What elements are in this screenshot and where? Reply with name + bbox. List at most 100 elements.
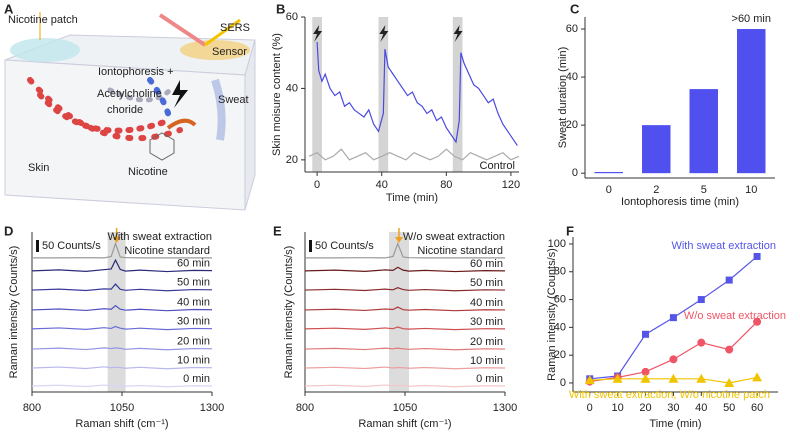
panel-letter: E [273, 223, 282, 238]
x-tick-label: 1300 [493, 402, 517, 414]
arrow [166, 118, 197, 130]
stim-window [452, 17, 463, 172]
label: Acetylcholine [97, 88, 162, 100]
x-tick-label: 10 [745, 184, 757, 196]
y-axis-title: Raman intensity (Counts/s) [8, 246, 20, 379]
marker [668, 373, 679, 383]
chart-title: W/o sweat extraction [403, 231, 505, 243]
patch [10, 38, 80, 62]
bar [737, 29, 766, 174]
series-label: 30 min [177, 316, 210, 328]
line [304, 347, 506, 351]
line [304, 306, 506, 312]
y-axis-title: Raman intensity (Counts/s) [546, 248, 558, 381]
series-label: 50 min [470, 277, 503, 289]
skin-front [4, 59, 246, 211]
line [31, 347, 213, 351]
series-label: 60 min [177, 258, 210, 270]
series-label: W/o sweat extraction [684, 310, 786, 322]
y-tick-label: 20 [566, 119, 578, 131]
line [31, 304, 213, 312]
scale-bar-label: 50 Counts/s [42, 240, 101, 252]
scale-bar [36, 240, 39, 252]
series-label: 40 min [177, 297, 210, 309]
chart-title: With sweat extraction [107, 231, 212, 243]
marker [696, 373, 707, 383]
series-label: 20 min [177, 336, 210, 348]
marker [725, 276, 733, 284]
arrow-head [395, 237, 403, 243]
y-tick-label: 40 [566, 71, 578, 83]
x-tick-label: 60 [751, 402, 763, 414]
arrow-head [112, 237, 121, 243]
x-tick-label: 5 [701, 184, 707, 196]
series-label: 60 min [470, 258, 503, 270]
x-tick-label: 800 [23, 402, 41, 414]
scale-bar [309, 240, 312, 252]
series-label: 30 min [470, 316, 503, 328]
x-tick-label: 2 [653, 184, 659, 196]
ach-dots [107, 87, 173, 103]
x-tick-label: 40 [695, 402, 707, 414]
line [304, 366, 506, 370]
x-tick-label: 30 [667, 402, 679, 414]
series-label: 10 min [470, 355, 503, 367]
series-label: Nicotine standard [124, 245, 210, 257]
bar [642, 125, 671, 174]
y-tick-label: 0 [572, 167, 578, 179]
marker [669, 314, 677, 322]
series-label: 40 min [470, 297, 503, 309]
marker [612, 373, 623, 383]
x-tick-label: 0 [606, 184, 612, 196]
label: SERS [220, 22, 250, 34]
bolt-icon [379, 25, 389, 42]
line [308, 148, 520, 161]
marker [724, 377, 735, 387]
panel-letter: A [4, 1, 14, 16]
marker [725, 345, 734, 354]
marker [640, 373, 651, 383]
x-tick-label: 50 [723, 402, 735, 414]
y-tick-label: 80 [554, 266, 566, 278]
panel-letter: C [570, 1, 580, 16]
x-tick-label: 120 [502, 179, 520, 191]
series-label: Control [480, 160, 515, 172]
label: Nicotine patch [8, 14, 78, 26]
x-axis-title: Time (min) [649, 418, 701, 430]
ach-dots [147, 77, 173, 123]
highlight [389, 232, 409, 392]
x-tick-label: 0 [314, 179, 320, 191]
line [31, 366, 213, 370]
stim-window [312, 17, 322, 172]
line [305, 241, 505, 259]
x-axis-title: Raman shift (cm⁻¹) [75, 418, 168, 430]
line [31, 283, 213, 292]
y-tick-label: 60 [554, 293, 566, 305]
x-tick-label: 10 [612, 402, 624, 414]
panel-letter: D [4, 223, 13, 238]
y-axis-title: Sweat duration (min) [557, 47, 569, 149]
x-tick-label: 1300 [200, 402, 224, 414]
y-axis-title: Raman intensity (Counts/s) [283, 246, 295, 379]
y-tick-label: 0 [560, 377, 566, 389]
molecule [149, 132, 175, 161]
marker [642, 330, 650, 338]
bolt-icon [453, 25, 463, 42]
x-axis-title: Raman shift (cm⁻¹) [358, 418, 451, 430]
nicotine-dots [37, 92, 173, 134]
x-tick-label: 20 [639, 402, 651, 414]
series-label: Nicotine standard [417, 245, 503, 257]
illustration: Nicotine patch SERS Sensor Iontophoresis… [4, 1, 256, 211]
x-axis-title: Time (min) [386, 192, 438, 204]
y-tick-label: 60 [566, 23, 578, 35]
nicotine-dots [27, 77, 183, 142]
y-tick-label: 20 [554, 349, 566, 361]
line [316, 41, 518, 146]
line [31, 258, 213, 273]
label: Sensor [212, 46, 247, 58]
scatter-beam [204, 18, 241, 47]
marker [752, 372, 763, 382]
bar [594, 171, 623, 174]
marker [641, 367, 650, 376]
